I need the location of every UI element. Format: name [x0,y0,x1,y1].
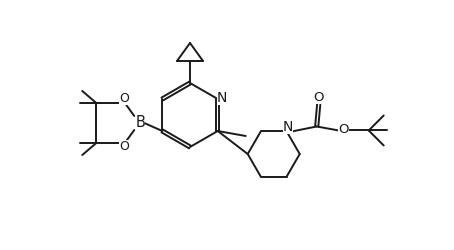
Text: O: O [119,140,129,153]
Text: O: O [313,91,324,104]
Text: O: O [339,123,349,136]
Text: N: N [217,91,227,105]
Text: O: O [119,92,129,106]
Text: N: N [282,120,293,134]
Text: B: B [135,116,145,130]
